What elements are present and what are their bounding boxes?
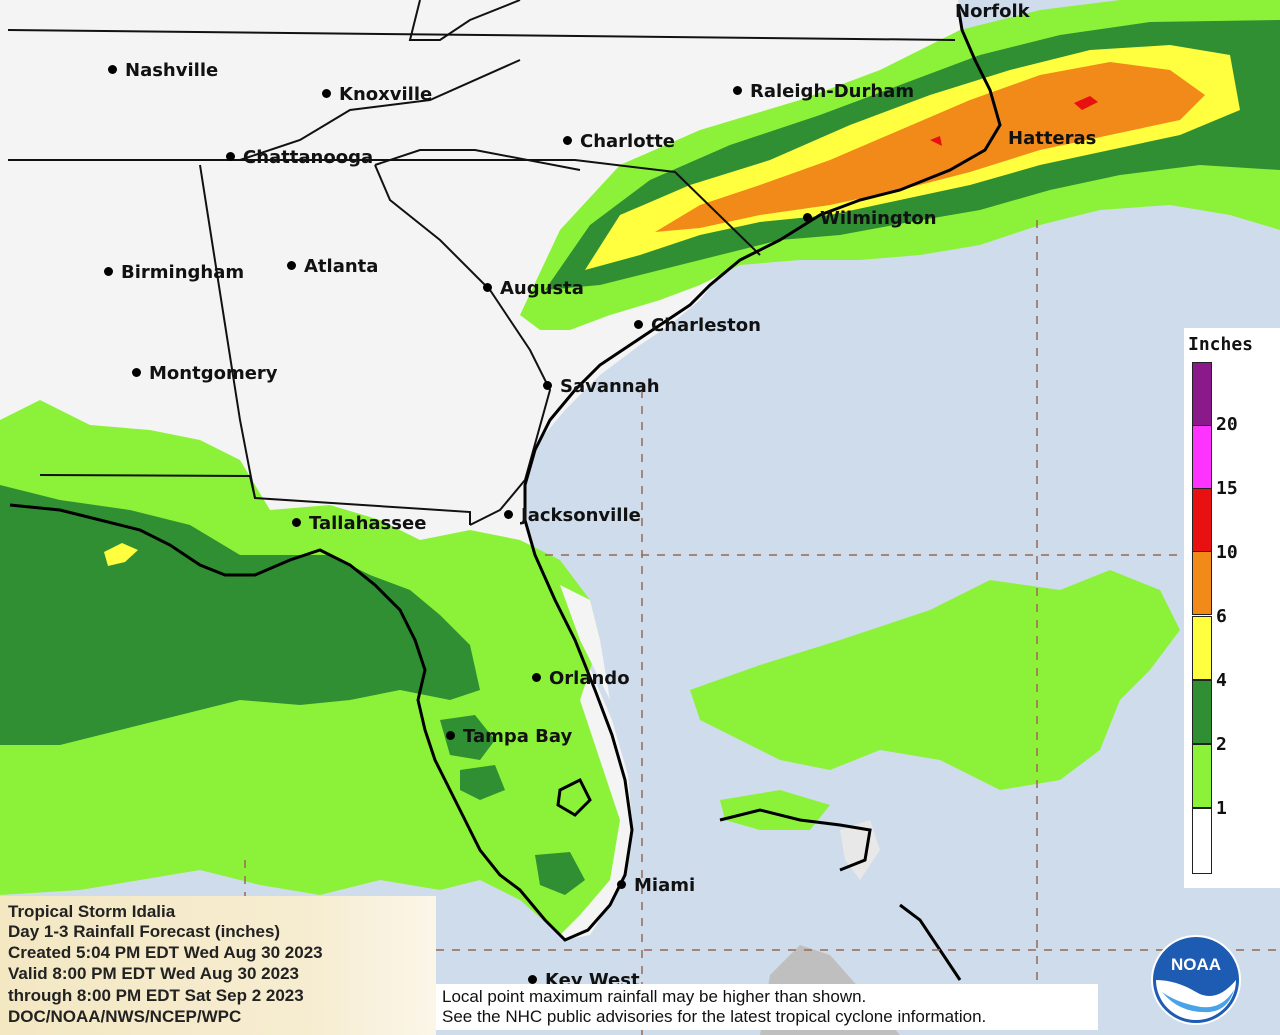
city-dot [733,85,742,95]
city-dot [104,266,113,276]
city-dot [563,135,572,145]
city-label: Birmingham [121,262,245,283]
disclaimer-line-1: Local point maximum rainfall may be high… [442,987,867,1006]
legend-swatch-4-6 [1192,616,1212,680]
city-tallahassee: Tallahassee [292,515,426,533]
valid-time: Valid 8:00 PM EDT Wed Aug 30 2023 [8,964,299,983]
city-montgomery: Montgomery [132,365,278,383]
through-time: through 8:00 PM EDT Sat Sep 2 2023 [8,986,304,1005]
city-jacksonville: Jacksonville [504,507,641,525]
noaa-logo-text: NOAA [1171,955,1221,974]
city-augusta: Augusta [483,280,584,298]
city-label: Raleigh-Durham [750,81,915,102]
legend-swatch-6-10 [1192,551,1212,615]
rain-10-15-a [1074,96,1098,110]
city-label: Savannah [560,376,660,397]
city-chattanooga: Chattanooga [226,149,373,167]
city-label: Nashville [125,60,219,81]
city-dot [292,517,301,527]
city-label: Charleston [651,315,761,336]
city-label: Key West [545,972,640,984]
city-atlanta: Atlanta [287,258,378,276]
city-label: Miami [634,875,696,896]
city-label: Chattanooga [243,147,374,168]
coastline [9,4,1002,981]
city-dot [528,974,537,984]
city-label: Knoxville [339,84,433,105]
created-time: Created 5:04 PM EDT Wed Aug 30 2023 [8,943,323,962]
city-savannah: Savannah [543,378,660,396]
city-dot [543,380,552,390]
legend-swatch-1-2 [1192,744,1212,808]
city-charlotte: Charlotte [563,133,675,151]
city-hatteras: Hatteras [1008,130,1096,148]
city-orlando: Orlando [532,670,630,688]
rain-6-10-carolinas [655,62,1205,232]
legend-tick: 10 [1216,542,1238,563]
city-label: Tampa Bay [463,726,573,747]
legend-swatch-10-15 [1192,488,1212,552]
city-label: Montgomery [149,363,278,384]
city-dot [446,730,455,740]
city-dot [108,64,117,74]
city-knoxville: Knoxville [322,86,432,104]
city-dot [322,88,331,98]
legend-tick: 4 [1216,670,1227,691]
rain-10-15-b [930,136,942,146]
legend-swatch-2-4 [1192,680,1212,744]
city-label: Augusta [500,278,584,299]
city-dot [483,282,492,292]
rain-lt1-peninsula [560,585,610,700]
city-tampa-bay: Tampa Bay [446,728,572,746]
city-nashville: Nashville [108,62,218,80]
city-label: Charlotte [580,131,676,152]
legend-title: Inches [1188,334,1254,355]
rain-2-4-tampa [440,715,495,760]
legend-tick: 20 [1216,414,1238,435]
noaa-logo: NOAA [1151,935,1241,1025]
city-birmingham: Birmingham [104,264,244,282]
disclaimer-box: Local point maximum rainfall may be high… [436,984,1098,1030]
city-norfolk: Norfolk [955,3,1030,21]
legend-swatch-20-plus [1192,362,1212,426]
city-dot [504,509,513,519]
state-boundaries [7,0,956,526]
city-label: Orlando [549,668,630,689]
rainfall-legend: Inches 20 15 10 6 4 2 1 [1184,328,1280,888]
legend-tick: 15 [1216,478,1238,499]
city-dot [132,367,141,377]
city-dot [532,672,541,682]
city-label: Tallahassee [309,513,427,534]
city-charleston: Charleston [634,317,761,335]
legend-tick: 1 [1216,798,1227,819]
storm-name: Tropical Storm Idalia [8,902,176,921]
city-dot [287,260,296,270]
city-miami: Miami [617,877,695,895]
city-dot [803,212,812,222]
city-wilmington: Wilmington [803,210,937,228]
city-raleigh-durham: Raleigh-Durham [733,83,914,101]
source-agency: DOC/NOAA/NWS/NCEP/WPC [8,1007,242,1026]
city-label: Jacksonville [521,505,641,526]
forecast-info-box: Tropical Storm Idalia Day 1-3 Rainfall F… [0,896,436,1035]
city-label: Atlanta [304,256,379,277]
rain-1-2-atlantic-c [1010,690,1110,760]
disclaimer-line-2: See the NHC public advisories for the la… [442,1007,987,1026]
city-key-west: Key West [528,972,640,984]
rain-4-6-gulf [104,543,138,566]
legend-swatch-lt1 [1192,808,1212,874]
legend-swatch-15-20 [1192,425,1212,489]
legend-tick: 6 [1216,606,1227,627]
forecast-title: Day 1-3 Rainfall Forecast (inches) [8,922,281,941]
city-label: Norfolk [955,1,1030,22]
city-dot [617,879,626,889]
city-label: Wilmington [820,208,937,229]
city-label: Hatteras [1008,128,1097,149]
city-dot [226,151,235,161]
rain-2-4-swfl [460,765,505,800]
legend-tick: 2 [1216,734,1227,755]
rain-2-4-sfl [535,852,585,895]
city-dot [634,319,643,329]
